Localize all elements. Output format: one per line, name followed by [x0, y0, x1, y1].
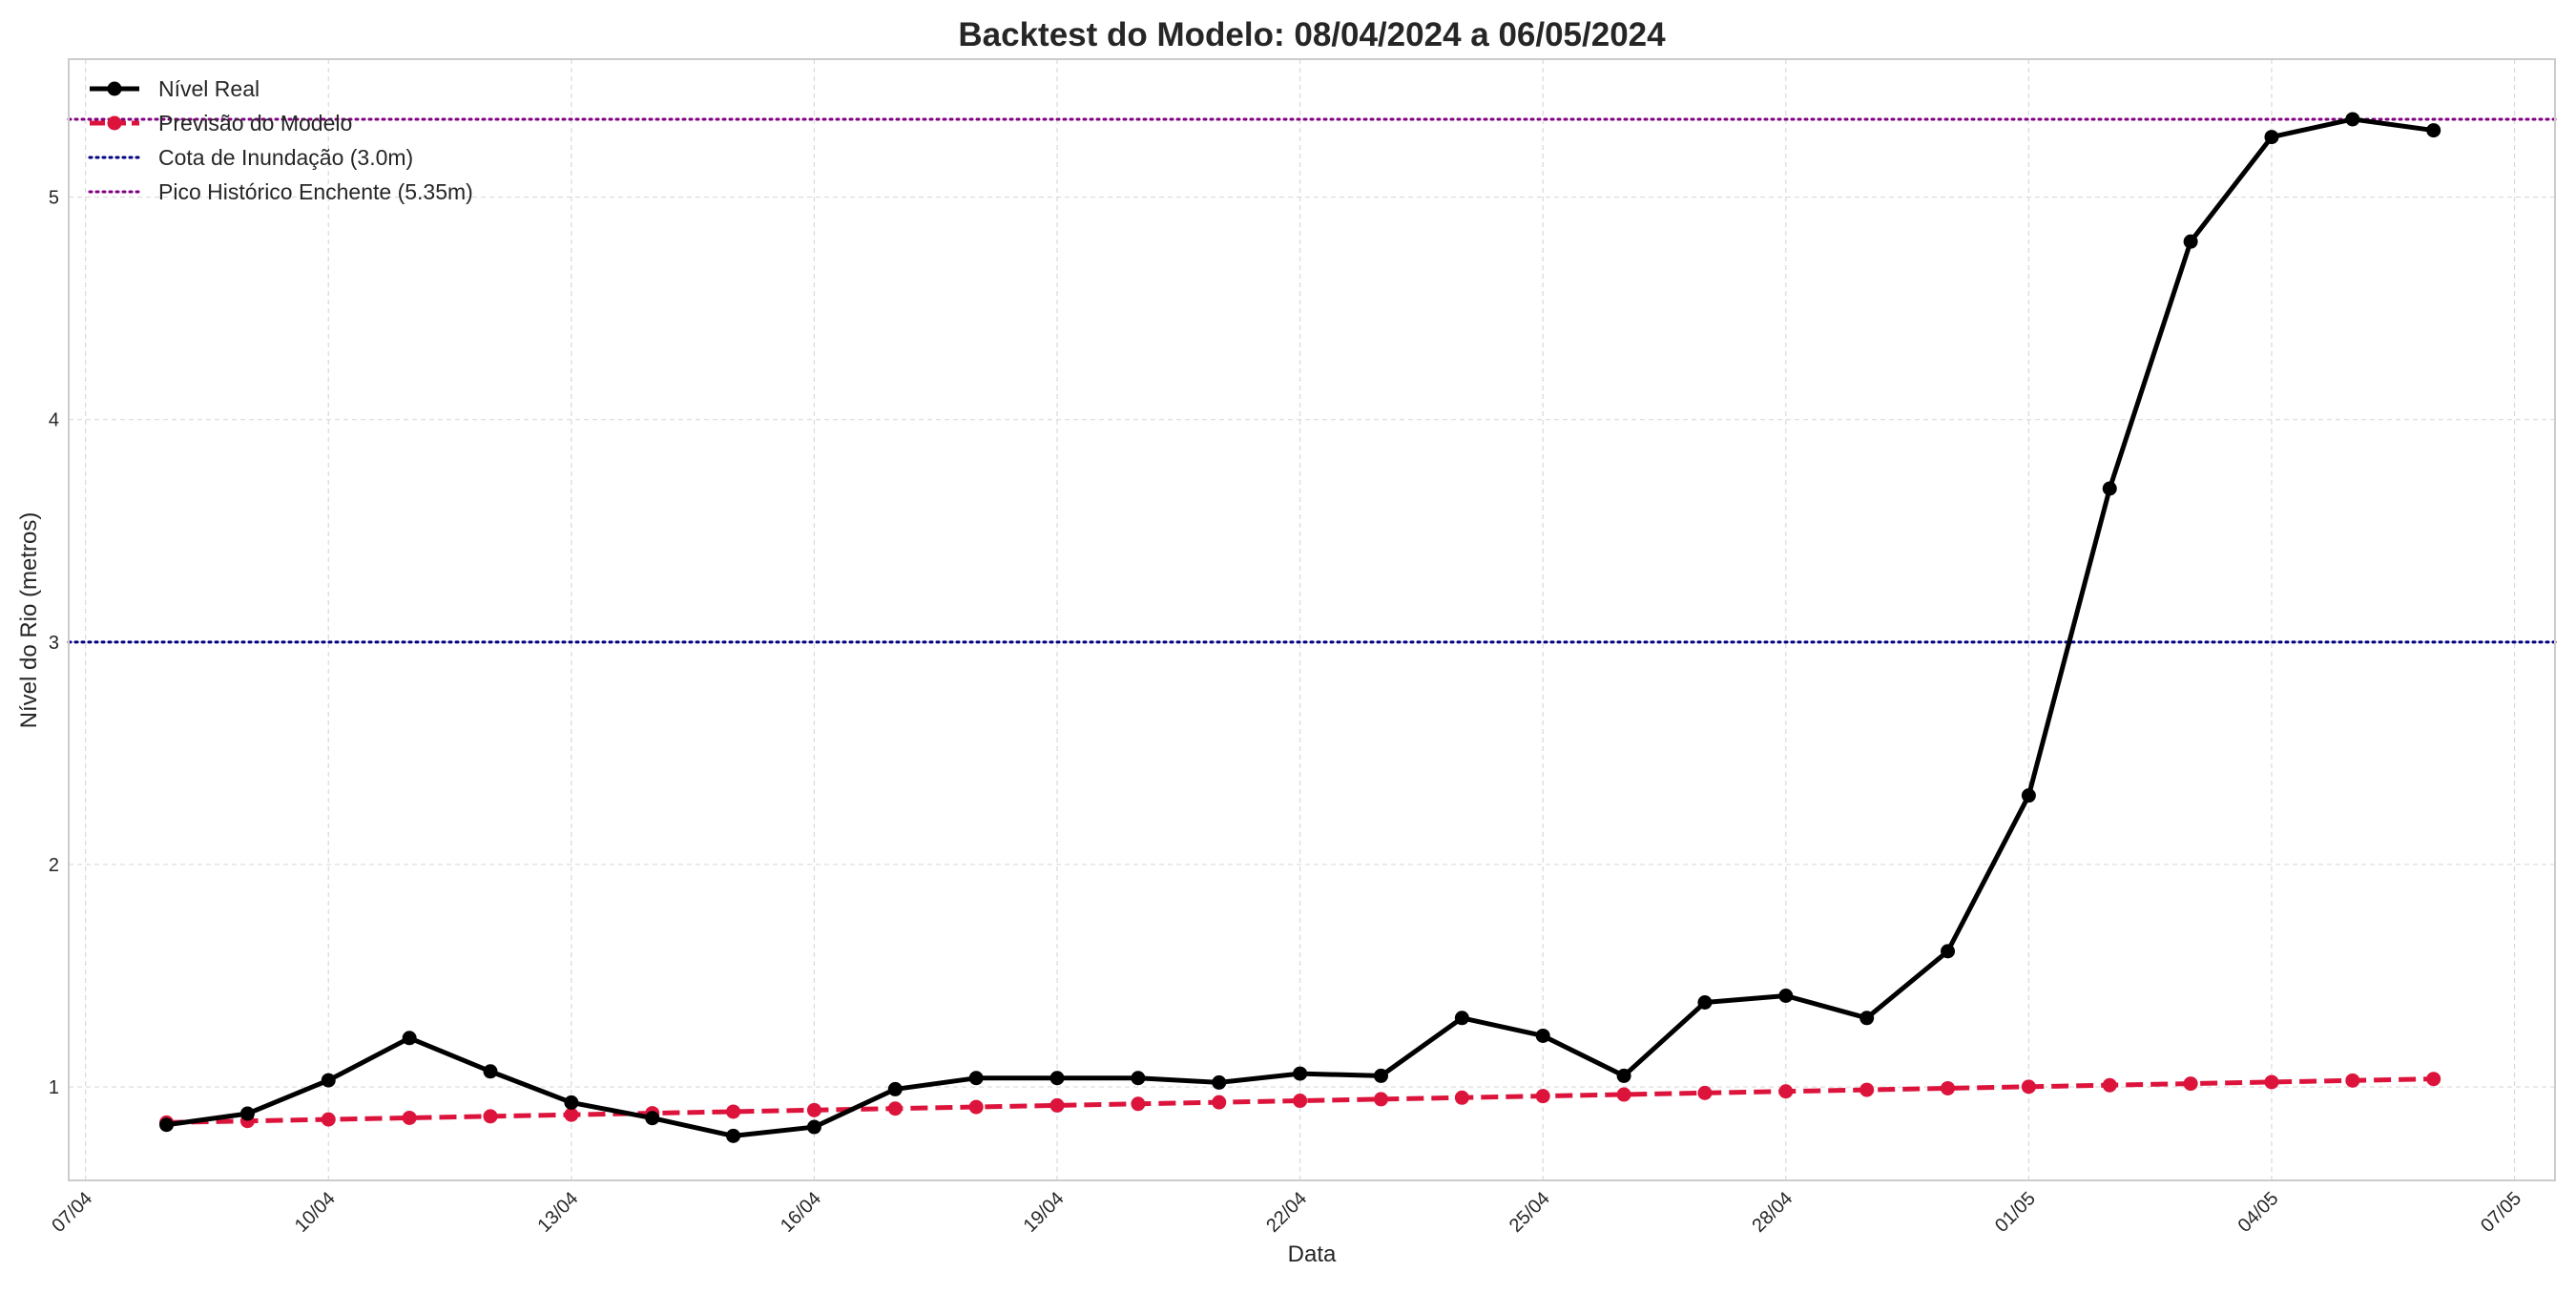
data-point [239, 1106, 255, 1121]
data-point [1778, 1084, 1794, 1099]
y-tick-label: 3 [49, 633, 59, 654]
legend-item: Cota de Inundação (3.0m) [88, 145, 413, 170]
x-tick-label: 22/04 [1262, 1188, 1311, 1237]
reference-lines [67, 117, 2557, 644]
data-point [1131, 1071, 1146, 1086]
data-point [726, 1104, 741, 1119]
x-tick-label: 19/04 [1020, 1188, 1069, 1237]
legend-label: Cota de Inundação (3.0m) [158, 145, 413, 170]
data-point [1212, 1095, 1227, 1110]
data-point [2021, 1079, 2036, 1095]
data-point [645, 1111, 660, 1126]
x-tick-label: 01/05 [1991, 1188, 2040, 1237]
x-tick-label: 07/05 [2477, 1188, 2525, 1237]
data-point [2102, 481, 2117, 496]
data-point [1616, 1068, 1631, 1083]
data-point [968, 1099, 984, 1115]
data-point [483, 1109, 498, 1124]
data-point [2426, 1072, 2441, 1087]
y-tick-label: 4 [49, 410, 59, 431]
legend: Nível Real Previsão do Modelo Cota de Inun… [88, 76, 473, 204]
legend-marker [107, 81, 122, 96]
data-point [887, 1101, 903, 1116]
x-tick-label: 25/04 [1506, 1188, 1554, 1237]
data-point [2102, 1077, 2117, 1093]
data-point [321, 1073, 336, 1088]
data-point [806, 1102, 821, 1117]
data-point [2426, 123, 2441, 138]
data-point [2264, 1074, 2279, 1090]
data-point [2183, 1076, 2198, 1092]
grid [69, 59, 2555, 1180]
data-point [1049, 1097, 1065, 1113]
data-point [1373, 1092, 1388, 1107]
data-point [1616, 1087, 1631, 1102]
x-tick-label: 07/04 [48, 1188, 96, 1237]
legend-label: Nível Real [158, 76, 260, 101]
data-point [1535, 1089, 1550, 1104]
plot-frame [68, 58, 2556, 1181]
legend-item: Pico Histórico Enchente (5.35m) [88, 179, 473, 204]
data-point [726, 1128, 741, 1143]
data-point [968, 1071, 984, 1086]
data-point [159, 1117, 175, 1133]
data-point [1697, 994, 1713, 1010]
x-tick-label: 16/04 [777, 1188, 825, 1237]
data-point [2021, 788, 2036, 803]
data-point [1697, 1085, 1713, 1100]
data-series [159, 112, 2441, 1143]
x-tick-label: 10/04 [291, 1188, 340, 1237]
data-point [1535, 1028, 1550, 1043]
legend-marker [107, 115, 122, 131]
y-tick-label: 2 [49, 855, 59, 876]
x-tick-label: 13/04 [533, 1188, 582, 1237]
data-point [1454, 1011, 1469, 1026]
y-axis-label: Nível do Rio (metros) [16, 512, 42, 729]
legend-item: Previsão do Modelo [90, 111, 352, 136]
data-point [321, 1112, 336, 1127]
data-point [1049, 1071, 1065, 1086]
x-tick-label: 04/05 [2234, 1188, 2283, 1237]
data-point [1454, 1090, 1469, 1105]
y-tick-label: 5 [49, 188, 59, 209]
x-tick-label: 28/04 [1748, 1188, 1797, 1237]
data-point [402, 1031, 417, 1046]
data-point [1859, 1082, 1875, 1097]
data-point [887, 1081, 903, 1096]
x-axis-label: Data [1288, 1241, 1337, 1267]
legend-label: Pico Histórico Enchente (5.35m) [158, 179, 473, 204]
series-line [166, 1076, 2434, 1125]
data-point [2183, 234, 2198, 249]
data-point [2345, 112, 2360, 127]
chart-title: Backtest do Modelo: 08/04/2024 a 06/05/2… [958, 16, 1666, 53]
legend-item: Nível Real [90, 76, 260, 101]
data-point [1212, 1074, 1227, 1090]
data-point [1941, 1080, 1956, 1095]
data-point [1941, 944, 1956, 959]
y-axis-ticks: 1 2 3 4 5 [49, 188, 59, 1099]
data-point [2345, 1073, 2360, 1088]
series-n-vel-real [159, 112, 2441, 1143]
data-point [1293, 1066, 1308, 1081]
y-tick-label: 1 [49, 1077, 59, 1098]
data-point [483, 1064, 498, 1079]
data-point [402, 1110, 417, 1125]
data-point [1778, 988, 1794, 1003]
data-point [1859, 1011, 1875, 1026]
data-point [1293, 1094, 1308, 1109]
data-point [2264, 130, 2279, 145]
data-point [1131, 1096, 1146, 1112]
data-point [564, 1107, 579, 1122]
x-axis-ticks: 07/04 10/04 13/04 16/04 19/04 22/04 25/04 28/04… [48, 1188, 2525, 1237]
data-point [564, 1095, 579, 1110]
data-point [1373, 1068, 1388, 1083]
data-point [806, 1119, 821, 1135]
legend-label: Previsão do Modelo [158, 111, 352, 136]
